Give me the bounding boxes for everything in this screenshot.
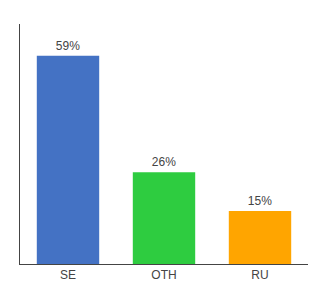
svg-text:RU: RU bbox=[251, 268, 268, 282]
svg-text:SE: SE bbox=[60, 268, 76, 282]
svg-text:26%: 26% bbox=[152, 155, 176, 169]
svg-text:15%: 15% bbox=[248, 194, 272, 208]
svg-text:59%: 59% bbox=[56, 39, 80, 53]
svg-text:OTH: OTH bbox=[151, 268, 176, 282]
